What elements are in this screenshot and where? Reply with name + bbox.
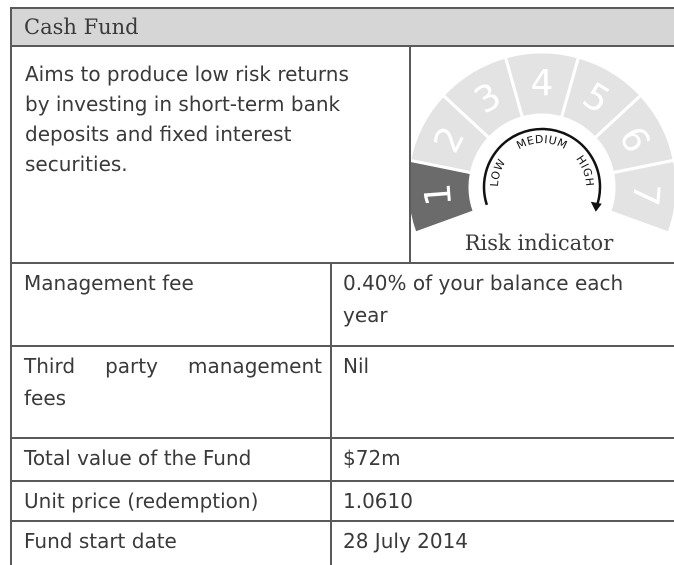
detail-value: 1.0610 bbox=[330, 480, 674, 522]
risk-level: 7 bbox=[624, 182, 667, 208]
detail-value: $72m bbox=[330, 437, 674, 482]
risk-caption: Risk indicator bbox=[465, 231, 614, 255]
detail-label: Unit price (redemption) bbox=[10, 480, 332, 522]
fund-description: Aims to produce low risk returns by inve… bbox=[10, 47, 411, 263]
detail-label: Total value of the Fund bbox=[10, 437, 332, 482]
risk-scale-label: MEDIUM bbox=[514, 133, 569, 152]
detail-value: Nil bbox=[330, 345, 674, 439]
risk-arrow bbox=[482, 127, 602, 210]
risk-level: 4 bbox=[531, 63, 554, 104]
risk-scale-text: MEDIUM bbox=[514, 133, 569, 152]
fund-details: Management fee 0.40% of your balance each… bbox=[10, 262, 674, 565]
risk-level: 1 bbox=[417, 182, 460, 208]
risk-indicator: Risk indicator 1 2 3 4 5 6 7 LOW MEDIUM HIGH bbox=[405, 47, 674, 263]
detail-row: Third party management fees Nil bbox=[10, 345, 674, 439]
detail-value: 0.40% of your balance each year bbox=[330, 262, 674, 347]
detail-row: Management fee 0.40% of your balance each… bbox=[10, 262, 674, 347]
detail-row: Unit price (redemption) 1.0610 bbox=[10, 480, 674, 522]
detail-label: Management fee bbox=[10, 262, 332, 347]
detail-row: Fund start date 28 July 2014 bbox=[10, 520, 674, 565]
detail-row: Total value of the Fund $72m bbox=[10, 437, 674, 482]
risk-arrowhead bbox=[590, 201, 602, 212]
detail-label: Third party management fees bbox=[10, 345, 332, 439]
risk-segment bbox=[607, 158, 674, 236]
detail-value: 28 July 2014 bbox=[330, 520, 674, 565]
detail-label: Fund start date bbox=[10, 520, 332, 565]
fund-title: Cash Fund bbox=[10, 7, 674, 47]
risk-segment bbox=[592, 93, 674, 175]
